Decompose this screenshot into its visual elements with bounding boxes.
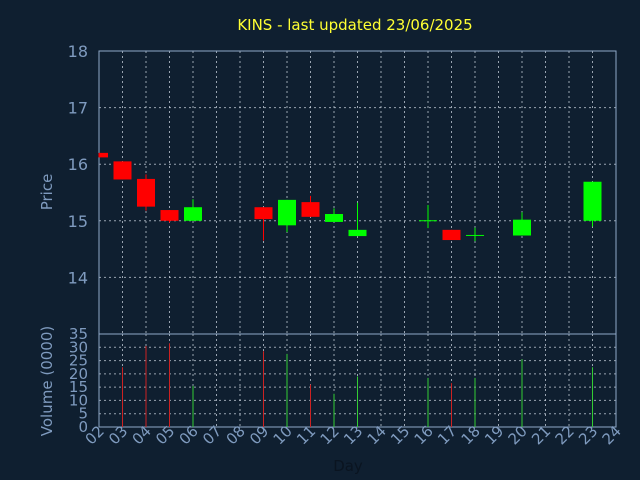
volume-tick-label: 10 (69, 391, 88, 409)
candle-body (348, 229, 367, 237)
candle-body (325, 214, 343, 222)
day-tick-label: 09 (246, 422, 272, 448)
candle-body (99, 152, 108, 158)
day-axis-label: Day (333, 457, 363, 475)
day-tick-label: 04 (129, 422, 155, 448)
price-grid (99, 51, 616, 334)
volume-bars (122, 343, 593, 427)
volume-tick-label: 25 (69, 352, 88, 370)
volume-tick-label: 20 (69, 365, 88, 383)
price-tick-label: 15 (68, 212, 88, 231)
volume-tick-label: 30 (69, 338, 88, 356)
volume-tick-label: 35 (69, 325, 88, 343)
price-axis-ticks: 14 15 16 17 18 (68, 42, 88, 287)
day-tick-label: 16 (411, 422, 437, 448)
day-tick-label: 05 (152, 422, 178, 448)
day-tick-label: 17 (434, 422, 460, 448)
candle-body (442, 229, 461, 241)
day-tick-label: 18 (458, 422, 484, 448)
day-tick-label: 03 (105, 422, 131, 448)
day-tick-label: 21 (528, 422, 554, 448)
candle-body (301, 202, 320, 217)
day-tick-label: 12 (317, 422, 343, 448)
candle-body (184, 207, 202, 221)
day-axis-ticks: 0203040506070809101112131415161718192021… (82, 422, 625, 448)
day-tick-label: 06 (176, 422, 202, 448)
candle-body (254, 207, 273, 220)
day-tick-label: 08 (223, 422, 249, 448)
volume-tick-label: 15 (69, 378, 88, 396)
day-tick-label: 20 (505, 422, 531, 448)
volume-tick-label: 5 (78, 405, 88, 423)
day-tick-label: 15 (387, 422, 413, 448)
day-tick-label: 19 (481, 422, 507, 448)
price-tick-label: 16 (68, 155, 88, 174)
candle-body (160, 210, 179, 221)
candle-body (466, 234, 484, 236)
day-tick-label: 23 (575, 422, 601, 448)
day-tick-label: 10 (270, 422, 296, 448)
day-tick-label: 22 (552, 422, 578, 448)
day-tick-label: 07 (199, 422, 225, 448)
candle-body (113, 161, 132, 180)
price-tick-label: 17 (68, 99, 88, 118)
candles (98, 152, 602, 242)
day-tick-label: 24 (599, 422, 625, 448)
volume-tick-label: 0 (78, 418, 88, 436)
price-axis-label: Price (38, 174, 56, 211)
price-tick-label: 14 (68, 268, 88, 287)
candle-body (583, 181, 602, 221)
candle-body (278, 199, 296, 226)
candle-body (137, 178, 155, 207)
candle-body (513, 219, 531, 236)
day-tick-label: 14 (364, 422, 390, 448)
day-tick-label: 11 (293, 422, 319, 448)
price-tick-label: 18 (68, 42, 88, 61)
day-tick-label: 13 (340, 422, 366, 448)
candle-body (419, 220, 437, 222)
chart-title: KINS - last updated 23/06/2025 (237, 16, 472, 34)
volume-axis-label: Volume (0000) (38, 326, 56, 436)
